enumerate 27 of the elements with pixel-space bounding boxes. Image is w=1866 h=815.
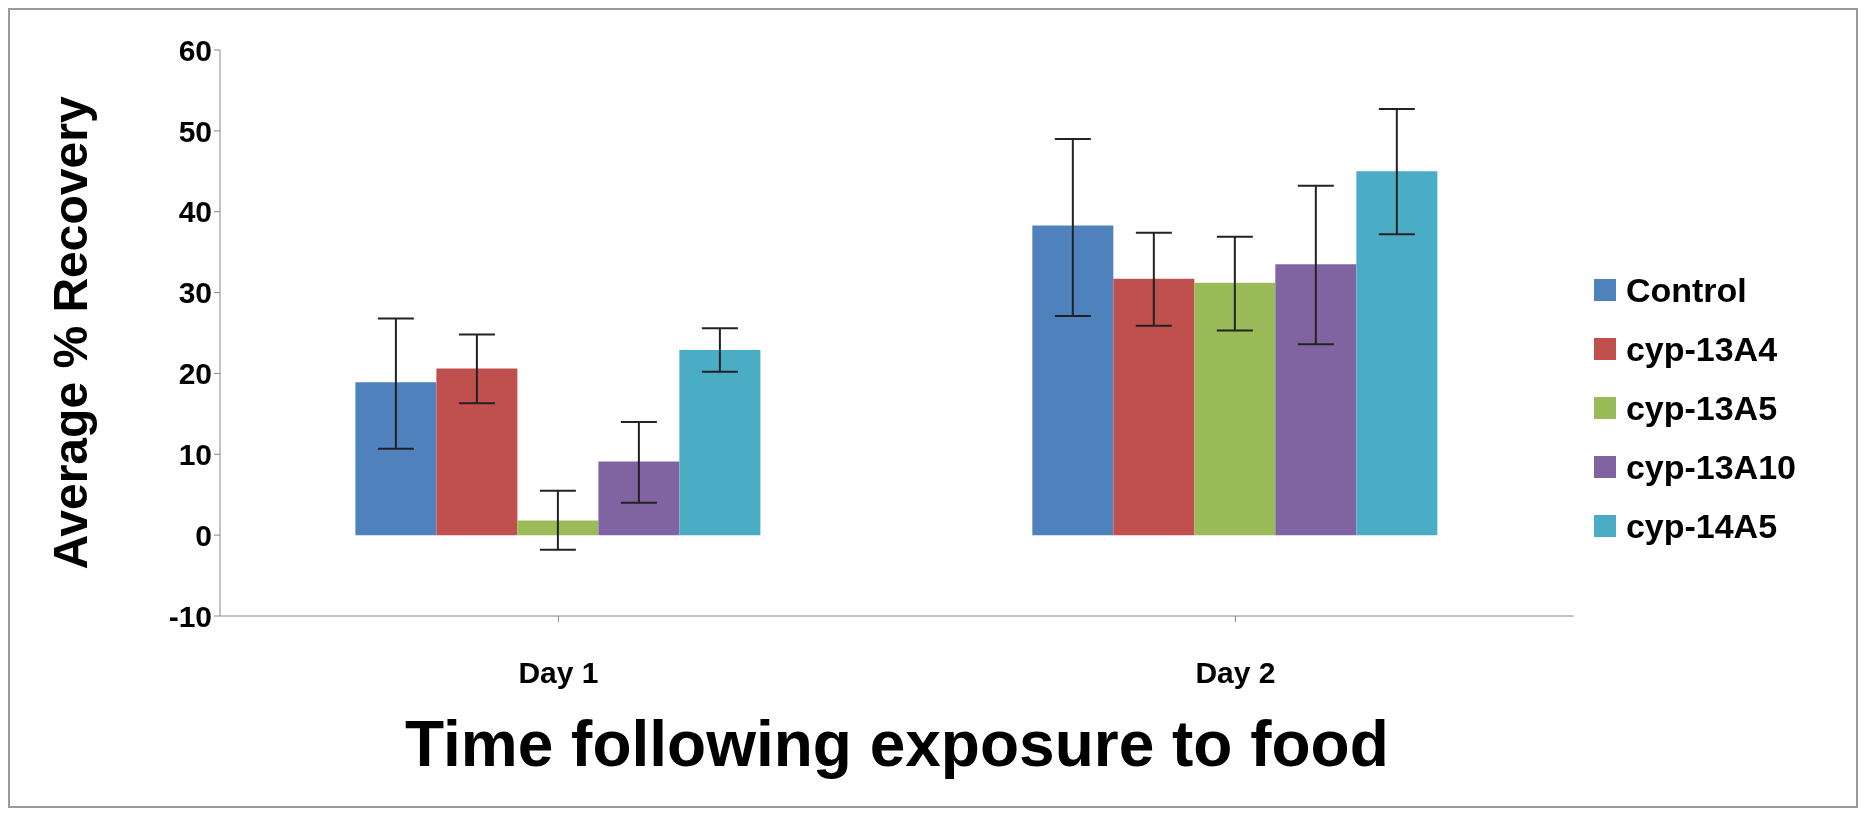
y-tick-label: 0 [195, 518, 212, 552]
y-tick-label: 40 [178, 195, 212, 229]
y-tick-label: 10 [178, 437, 212, 471]
legend-label: Control [1625, 270, 1747, 310]
x-tick-label: Day 2 [1195, 656, 1276, 690]
bar [1113, 278, 1195, 536]
legend-label: cyp-13A10 [1625, 447, 1796, 487]
y-tick-label: 30 [178, 276, 212, 310]
y-tick-label: 60 [178, 33, 212, 67]
bar [679, 349, 761, 536]
legend-label: cyp-13A5 [1625, 388, 1778, 428]
bar [1194, 282, 1276, 536]
y-tick-label: 50 [178, 114, 212, 148]
legend-label: cyp-13A4 [1625, 329, 1778, 369]
y-axis-title: Average % Recovery [44, 96, 98, 570]
bar [1356, 171, 1438, 536]
y-tick-label: -10 [168, 599, 212, 633]
legend-label: cyp-14A5 [1625, 506, 1778, 546]
bar [598, 461, 680, 536]
bar [355, 382, 437, 536]
bar [1032, 225, 1114, 536]
x-axis-title: Time following exposure to food [405, 708, 1389, 780]
y-tick-label: 20 [178, 357, 212, 391]
bar [436, 368, 518, 536]
bar [517, 520, 599, 536]
bar [1275, 264, 1357, 536]
x-tick-label: Day 1 [518, 656, 599, 690]
